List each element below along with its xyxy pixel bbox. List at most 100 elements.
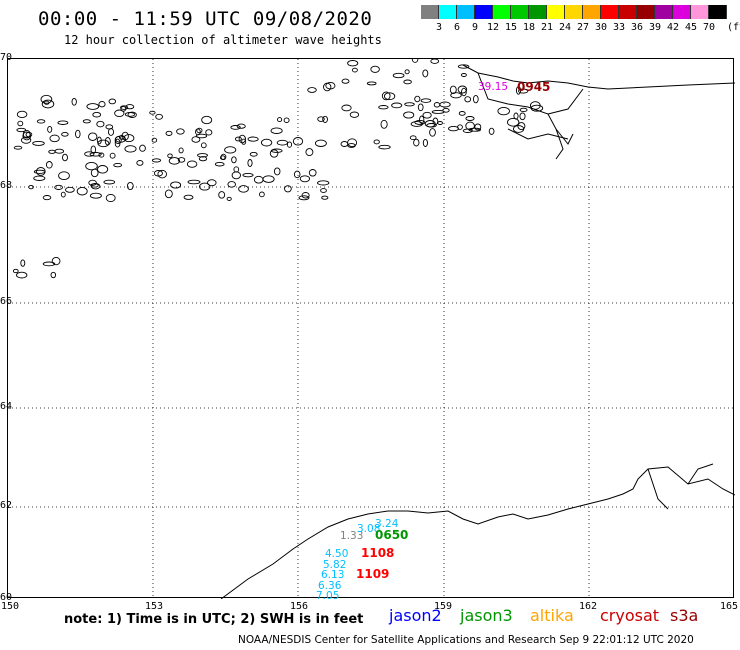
contour-loop (270, 148, 283, 153)
contour-loop (165, 130, 173, 136)
contour-loop (40, 94, 53, 104)
obs-value: 7.05 (316, 590, 340, 602)
contour-loop (262, 175, 275, 183)
contour-loop (42, 261, 56, 267)
legend-swatch (421, 5, 439, 19)
obs-value: 3.24 (375, 518, 399, 530)
contour-loop (199, 182, 211, 191)
contour-loop (195, 133, 208, 139)
contour-loop (370, 65, 380, 73)
contour-loop (437, 121, 443, 125)
contour-loop (259, 191, 265, 198)
contour-loop (349, 111, 360, 118)
contour-loop (283, 117, 290, 123)
contour-loop (442, 107, 450, 113)
contour-loop (90, 168, 99, 178)
contour-loop (249, 151, 258, 157)
legend-label: 24 (558, 22, 572, 33)
contour-loop (517, 122, 526, 131)
contour-loop (22, 129, 31, 139)
legend-swatch (583, 5, 601, 19)
contour-loop (61, 131, 69, 137)
contour-loop (276, 139, 289, 146)
contour-loop (155, 113, 163, 120)
legend-swatch (691, 5, 709, 19)
contour-loop (383, 92, 396, 101)
contour-loop (103, 179, 116, 185)
obs-value: 6.13 (321, 569, 345, 581)
contour-loop (314, 139, 327, 147)
contour-loop (392, 72, 405, 79)
contour-loop (227, 181, 236, 188)
contour-loop (381, 91, 391, 101)
contour-loop (298, 195, 310, 201)
contour-loop (20, 259, 26, 267)
contour-loop (33, 175, 46, 181)
legend-swatch (673, 5, 691, 19)
contour-loop (207, 179, 217, 187)
contour-loop (136, 160, 144, 166)
contour-loop (233, 166, 240, 173)
contour-loop (238, 134, 246, 144)
contour-loop (151, 137, 158, 143)
contour-loop (378, 144, 391, 150)
legend-swatch (457, 5, 475, 19)
contour-loop (465, 121, 475, 131)
contour-loop (157, 169, 167, 179)
lat-label-64: 64 (0, 401, 13, 412)
contour-loop (120, 105, 129, 110)
contour-loop (301, 192, 310, 199)
contour-loop (247, 159, 253, 167)
obs-value: 39.15 (478, 81, 509, 93)
lon-label-150: 150 (1, 601, 20, 612)
lat-label-60: 60 (0, 592, 13, 603)
contour-loop (170, 181, 182, 189)
contour-loop (403, 79, 412, 85)
contour-loop (127, 111, 137, 118)
contour-loop (114, 138, 121, 148)
contour-loop (462, 128, 473, 133)
obs-value: 5.82 (323, 559, 347, 571)
contour-loop (42, 195, 52, 201)
contour-loop (196, 127, 203, 134)
contour-loop (431, 109, 445, 114)
legend-swatch (493, 5, 511, 19)
lat-label-62: 62 (0, 500, 13, 511)
contour-loop (414, 119, 426, 125)
obs-value: 4.50 (325, 548, 349, 560)
legend-label: 9 (471, 22, 479, 33)
contour-loop (104, 137, 111, 146)
contour-loop (88, 179, 97, 186)
contour-loop (121, 131, 129, 141)
contour-loop (60, 191, 66, 198)
contour-loop (292, 137, 304, 146)
contour-loop (457, 64, 470, 69)
contour-loop (518, 88, 529, 94)
contour-loop (430, 59, 440, 64)
contour-loop (48, 149, 56, 154)
contour-loop (50, 271, 57, 279)
contour-loop (124, 145, 137, 153)
contour-loop (321, 195, 329, 200)
lon-label-162: 162 (579, 601, 598, 612)
arctic-coastline (462, 64, 735, 160)
pass-time: 1108 (361, 546, 395, 560)
contour-loop (183, 194, 194, 200)
contour-loop (113, 162, 123, 168)
contour-loop (307, 87, 317, 93)
contour-loop (231, 171, 241, 180)
contour-loop (347, 138, 358, 148)
contour-loop (512, 125, 525, 133)
contour-loop (320, 188, 327, 193)
legend-label: 70 (702, 22, 716, 33)
contour-loop (461, 87, 467, 97)
contour-loop (429, 128, 436, 137)
legend-swatch (529, 5, 547, 19)
legend-swatch (547, 5, 565, 19)
contour-loop (226, 196, 232, 201)
contour-loop (247, 136, 259, 142)
contour-loop (84, 151, 95, 157)
legend-swatch (709, 5, 727, 19)
legend-swatch (565, 5, 583, 19)
contour-loop (90, 183, 99, 188)
